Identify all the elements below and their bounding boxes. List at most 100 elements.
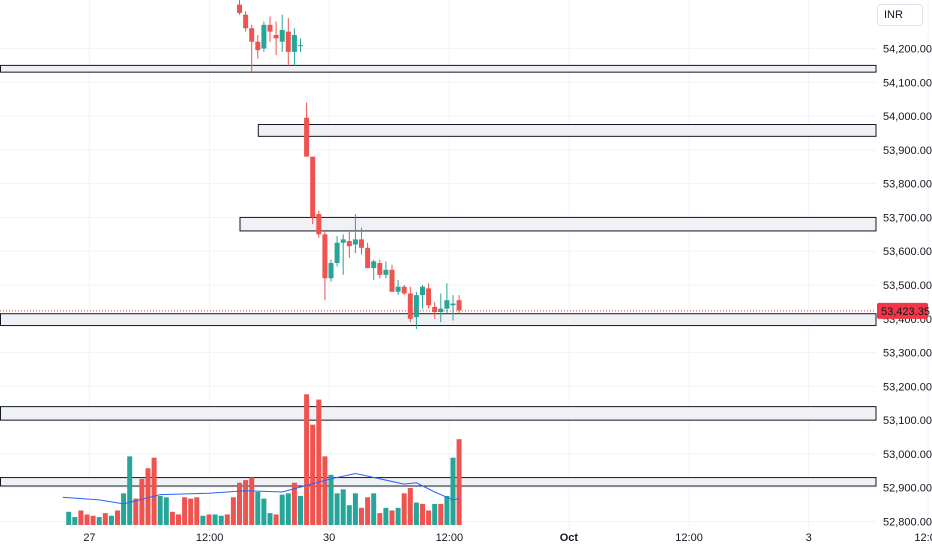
candle [328, 259, 334, 282]
candle [438, 293, 444, 323]
candle-body [401, 286, 407, 294]
candle [346, 230, 352, 258]
price-tick-label: 53,000.00 [883, 449, 932, 461]
volume-bar [151, 457, 157, 525]
volume-bar [316, 399, 322, 525]
candle-body [407, 293, 413, 319]
volume-bar [145, 468, 151, 525]
candle [389, 264, 395, 292]
candle [237, 0, 242, 15]
volume-bar [115, 510, 120, 525]
candle-body [334, 242, 340, 264]
candle-body [413, 295, 419, 318]
volume-bar [157, 495, 163, 525]
volume-bar [182, 497, 188, 525]
volume-bar [206, 514, 212, 525]
candle-body [383, 269, 389, 275]
candle [304, 102, 310, 157]
volume-bar [450, 457, 456, 525]
candle [450, 295, 456, 321]
zone-rect [0, 313, 877, 327]
volume-bar [121, 493, 127, 525]
candle [359, 227, 364, 255]
volume-bar [224, 514, 230, 525]
candle [334, 236, 340, 267]
zone-rect [0, 477, 877, 487]
volume-bar [108, 515, 114, 525]
volume-moving-average [62, 472, 460, 505]
price-tick-label: 53,600.00 [883, 246, 932, 258]
candle-body [316, 214, 322, 235]
candle [365, 242, 371, 269]
candle [395, 279, 401, 296]
price-tick-label: 54,100.00 [883, 77, 932, 89]
price-axis[interactable]: 52,800.00 52,900.00 53,000.00 53,100.00 53,2… [883, 44, 932, 529]
candle-body [340, 239, 346, 243]
volume-bar [383, 507, 389, 525]
candle-body [359, 239, 364, 248]
volume-bar [389, 510, 395, 525]
volume-bar [426, 510, 432, 525]
price-tick-label: 53,300.00 [883, 348, 932, 360]
volume-bar [298, 495, 303, 525]
volume-bar [352, 493, 358, 525]
volume-bar [328, 474, 334, 525]
candle-body [237, 4, 242, 14]
volume-bar [237, 482, 242, 525]
candle [291, 28, 297, 66]
time-tick-label: 27 [83, 532, 95, 544]
volume-bar [407, 488, 413, 525]
candle [243, 11, 249, 32]
candle [322, 230, 328, 301]
candle-body [285, 31, 291, 52]
candle-body [432, 306, 438, 313]
volume-bar [96, 517, 102, 525]
candle-body [456, 300, 462, 311]
candle [255, 34, 261, 59]
volume-bar [84, 514, 90, 525]
candle [377, 259, 383, 279]
zones [0, 64, 877, 487]
zone-rect [0, 406, 877, 421]
grid-lines [0, 0, 929, 530]
volume-bar [438, 503, 444, 525]
volume-bars [66, 394, 462, 525]
candle-body [328, 263, 334, 279]
volume-bar [395, 507, 401, 525]
candle-body [261, 24, 267, 49]
volume-bar [249, 477, 255, 525]
currency-button[interactable]: INR [877, 4, 923, 26]
volume-bar [401, 493, 407, 525]
candle-body [279, 29, 285, 42]
volume-bar [255, 492, 261, 525]
last-price-badge-bg [877, 302, 928, 319]
candle [298, 38, 303, 52]
candle [310, 156, 316, 225]
volume-bar [133, 498, 139, 525]
volume-bar [102, 513, 108, 525]
last-price-label: 53,423.35 [881, 306, 930, 318]
price-tick-label: 53,500.00 [883, 280, 932, 292]
volume-bar [322, 456, 328, 525]
volume-bar [279, 494, 285, 525]
candle [249, 24, 255, 73]
volume-bar [365, 497, 371, 525]
time-tick-label: 12:00 [196, 532, 224, 544]
zone-rect [257, 124, 877, 137]
candle [352, 214, 358, 253]
volume-bar [163, 497, 169, 525]
candle-body [444, 300, 450, 309]
volume-bar [304, 394, 310, 525]
price-tick-label: 54,200.00 [883, 44, 932, 56]
volume-bar [444, 495, 450, 525]
candle-body [267, 24, 273, 32]
volume-bar [243, 480, 249, 525]
candle [261, 21, 267, 52]
currency-label: INR [884, 9, 903, 21]
volume-bar [334, 493, 340, 525]
price-tick-label: 53,700.00 [883, 212, 932, 224]
candle-body [255, 41, 261, 51]
volume-bar [78, 510, 84, 525]
